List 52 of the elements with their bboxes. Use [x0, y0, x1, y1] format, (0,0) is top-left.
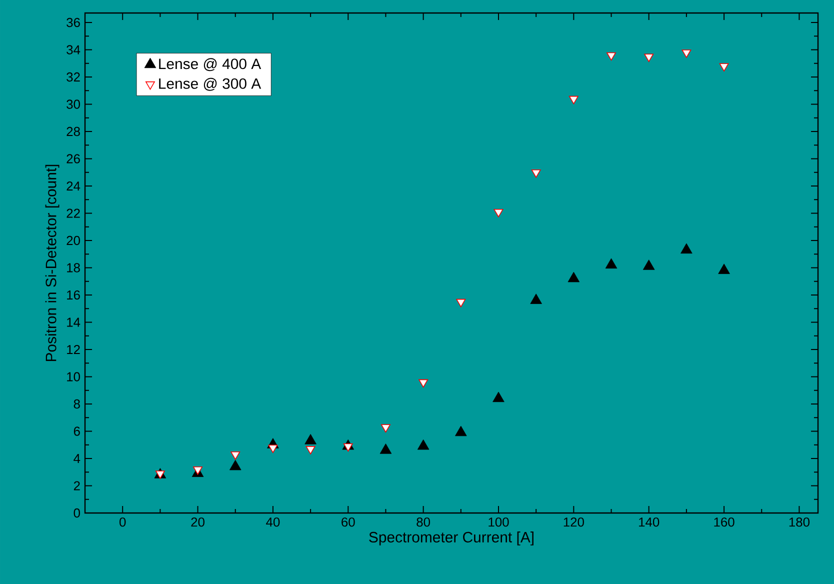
point: [680, 243, 692, 254]
point: [642, 260, 655, 270]
y-tick-label: 36: [66, 18, 80, 28]
point: [530, 294, 542, 304]
y-tick-label: 26: [66, 154, 80, 164]
x-tick-label: 0: [120, 517, 126, 527]
y-tick-label: 18: [67, 263, 80, 272]
y-tick-label: 8: [74, 399, 80, 409]
y-tick-label: 0: [74, 508, 80, 518]
y-tick-label: 34: [66, 45, 80, 54]
x-tick-label: 120: [564, 517, 584, 527]
point: [229, 460, 242, 470]
point: [380, 444, 392, 454]
y-tick-label: 14: [67, 318, 80, 327]
point: [568, 272, 580, 282]
x-tick-label: 140: [639, 517, 660, 527]
point: [719, 63, 729, 72]
y-tick-label: 20: [66, 236, 80, 246]
y-tick-label: 24: [66, 181, 80, 191]
y-axis-title: Positron in Si-Detector [count]: [45, 164, 60, 362]
legend-label: Lense @ 400 A: [159, 58, 262, 72]
y-tick-label: 2: [74, 481, 80, 490]
x-tick-label: 20: [191, 517, 204, 527]
point: [605, 258, 618, 269]
point: [644, 54, 654, 62]
point: [455, 426, 467, 436]
point: [494, 209, 504, 218]
point: [568, 96, 578, 104]
x-axis-title: Spectrometer Current [A]: [369, 532, 534, 546]
y-tick-label: 32: [66, 72, 80, 82]
y-tick-label: 28: [66, 126, 80, 136]
y-tick-label: 4: [74, 454, 80, 463]
point: [718, 264, 730, 274]
y-tick-label: 12: [67, 344, 80, 354]
y-tick-label: 16: [67, 290, 80, 300]
point: [606, 52, 616, 61]
point: [304, 434, 316, 444]
x-tick-label: 40: [266, 517, 280, 527]
y-tick-label: 30: [66, 100, 80, 109]
x-tick-label: 80: [416, 517, 430, 527]
legend-label: Lense @ 300 A: [159, 78, 262, 91]
y-tick-label: 6: [74, 426, 80, 436]
y-tick-label: 22: [66, 208, 80, 218]
point: [682, 50, 692, 58]
x-tick-label: 160: [714, 517, 734, 527]
y-tick-label: 10: [67, 372, 80, 382]
point: [492, 392, 504, 402]
point: [417, 439, 430, 450]
point: [531, 169, 541, 178]
x-tick-label: 60: [342, 517, 355, 527]
x-tick-label: 100: [488, 517, 509, 527]
x-tick-label: 180: [789, 517, 810, 527]
